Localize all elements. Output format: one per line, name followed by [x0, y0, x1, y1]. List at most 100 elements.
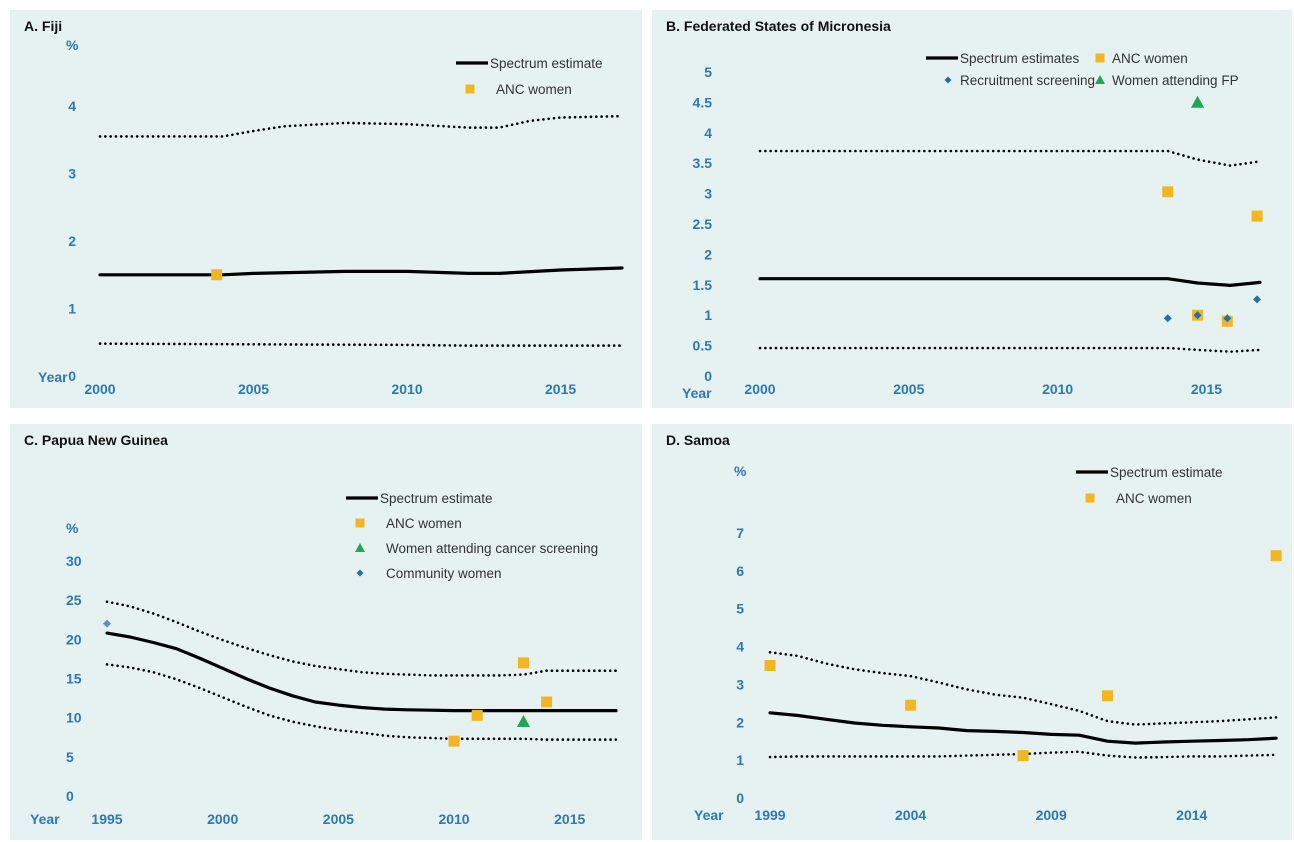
legend-label: Spectrum estimates [960, 51, 1080, 66]
x-tick-label: 2009 [1036, 807, 1067, 823]
spectrum-estimate-line [98, 266, 624, 277]
y-tick-label: 3 [68, 166, 76, 182]
uncertainty-bound-line [105, 600, 618, 677]
data-point-square [211, 269, 223, 281]
y-tick-label: 20 [66, 631, 82, 647]
y-tick-label: 7 [736, 525, 744, 541]
x-tick-label: 2000 [84, 381, 115, 397]
data-point-square [541, 696, 553, 708]
panel-samoa: D. Samoa% Year 0 1 2 3 4 5 6 7 1999 2004 2009 2014 Spe… [652, 424, 1292, 840]
y-tick-label: 5 [66, 749, 74, 765]
panel-papua-new-guinea: C. Papua New Guinea% Year 0 5 10 15 20 25 30 1995… [10, 424, 642, 840]
chart-samoa: D. Samoa% Year 0 1 2 3 4 5 6 7 1999 2004 2009 2014 Spe… [666, 432, 1282, 823]
legend-label: Women attending FP [1112, 73, 1239, 88]
data-point-square [764, 660, 776, 671]
uncertainty-bound-line [758, 346, 1262, 354]
y-tick-label: 15 [66, 671, 82, 687]
x-tick-label: 1999 [754, 807, 785, 823]
y-tick-label: 0.5 [693, 338, 713, 354]
y-tick-label: 4.5 [693, 94, 713, 110]
legend-label: ANC women [386, 516, 462, 531]
y-tick-label: 0 [704, 368, 712, 384]
legend-label: ANC women [496, 82, 572, 97]
x-axis-label: Year [38, 369, 68, 385]
legend-label: Spectrum estimate [1110, 465, 1223, 480]
data-point-square [471, 709, 483, 721]
legend-label: Women attending cancer screening [386, 541, 598, 556]
panel-micronesia: B. Federated States of Micronesia Year 0 0.… [652, 10, 1292, 408]
data-point-square [1017, 750, 1029, 762]
uncertainty-bound-line [98, 114, 624, 138]
y-tick-label: 3 [704, 186, 712, 202]
y-tick-label: 5 [736, 601, 744, 617]
x-tick-label: 2015 [554, 811, 585, 827]
legend-marker-triangle [1095, 75, 1105, 85]
x-tick-label: 2000 [744, 381, 775, 397]
uncertainty-bound-line [105, 663, 618, 741]
y-tick-label: 3 [736, 676, 744, 692]
legend-label: Community women [386, 566, 502, 581]
data-point-diamond [1193, 311, 1202, 320]
y-tick-label: 0 [66, 788, 74, 804]
y-tick-label: 4 [736, 639, 744, 655]
x-tick-label: 1995 [91, 811, 122, 827]
x-tick-label: 2010 [1042, 381, 1073, 397]
panel-title: D. Samoa [666, 432, 730, 448]
y-tick-label: 30 [66, 553, 82, 569]
uncertainty-bound-line [98, 342, 624, 347]
data-point-diamond [103, 619, 111, 628]
y-tick-label: 0 [68, 368, 76, 384]
x-tick-label: 2005 [238, 381, 269, 397]
y-tick-label: 4 [704, 125, 712, 141]
chart-fiji: A. Fiji% Year 0 1 2 3 4 2000 2005 2010 2015 Spectru… [24, 18, 624, 397]
legend-marker-diamond [356, 569, 364, 577]
x-tick-label: 2010 [391, 381, 422, 397]
legend-label: ANC women [1116, 491, 1192, 506]
legend-marker-square [465, 84, 475, 94]
y-axis-label: % [734, 463, 747, 479]
x-tick-label: 2005 [323, 811, 354, 827]
y-axis-label: % [66, 520, 79, 536]
legend-label: ANC women [1112, 51, 1188, 66]
legend-label: Recruitment screening [960, 73, 1095, 88]
y-tick-label: 25 [66, 592, 82, 608]
spectrum-estimate-line [768, 711, 1278, 745]
legend-label: Spectrum estimate [380, 491, 493, 506]
y-tick-label: 2 [704, 246, 712, 262]
legend-marker-square [1085, 493, 1095, 503]
y-tick-label: 1.5 [693, 277, 713, 293]
data-point-square [905, 699, 917, 711]
x-tick-label: 2005 [893, 381, 924, 397]
x-tick-label: 2015 [1191, 381, 1222, 397]
legend-marker-triangle [355, 543, 365, 553]
data-point-triangle [516, 714, 531, 727]
y-tick-label: 0 [736, 790, 744, 806]
y-tick-label: 2.5 [693, 216, 713, 232]
panel-title: A. Fiji [24, 18, 62, 34]
y-tick-label: 1 [704, 307, 712, 323]
uncertainty-bound-line [758, 149, 1262, 167]
panel-fiji: A. Fiji% Year 0 1 2 3 4 2000 2005 2010 2015 Spectru… [10, 10, 642, 408]
x-tick-label: 2004 [895, 807, 926, 823]
y-tick-label: 3.5 [693, 155, 713, 171]
x-axis-label: Year [30, 811, 60, 827]
x-tick-label: 2010 [438, 811, 469, 827]
chart-papua-new-guinea: C. Papua New Guinea% Year 0 5 10 15 20 25 30 1995… [24, 432, 618, 827]
data-point-triangle [1190, 95, 1205, 108]
data-point-square [1270, 550, 1282, 562]
x-axis-label: Year [682, 385, 712, 401]
data-point-diamond [1253, 295, 1262, 304]
data-point-square [517, 657, 529, 669]
legend-marker-square [355, 518, 365, 528]
legend-marker-diamond [944, 76, 952, 84]
legend-label: Spectrum estimate [490, 56, 603, 71]
data-point-square [1101, 690, 1113, 702]
y-tick-label: 6 [736, 563, 744, 579]
y-axis-label: % [66, 37, 79, 53]
y-tick-label: 10 [66, 710, 82, 726]
x-axis-label: Year [694, 807, 724, 823]
data-point-square [1162, 186, 1174, 198]
uncertainty-bound-line [768, 651, 1278, 726]
x-tick-label: 2015 [545, 381, 576, 397]
